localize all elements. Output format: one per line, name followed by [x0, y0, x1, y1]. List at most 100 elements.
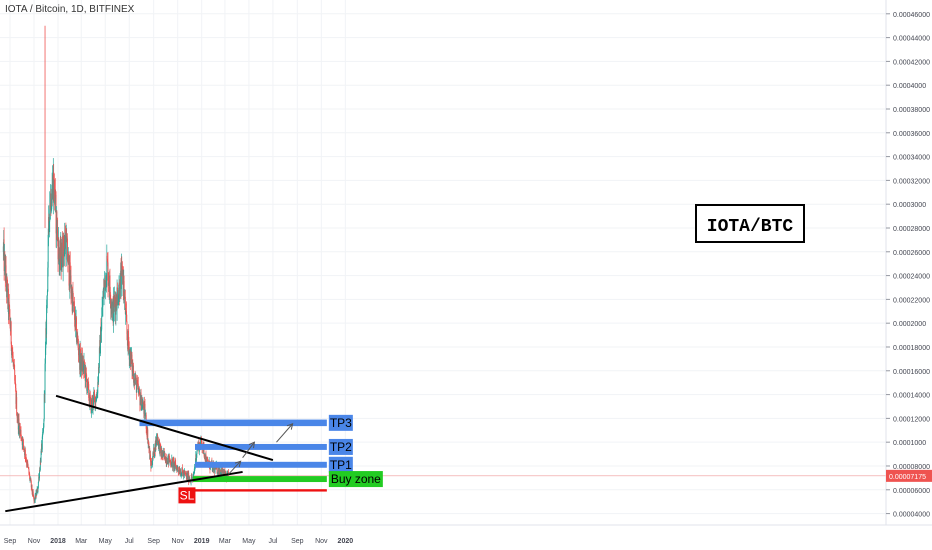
- y-tick-label: 0.00038000: [893, 107, 930, 114]
- candle-body: [207, 460, 209, 462]
- candle-body: [49, 205, 51, 222]
- candle-body: [193, 471, 195, 474]
- y-tick-label: 0.00018000: [893, 345, 930, 352]
- candle-body: [153, 447, 155, 457]
- candle-body: [23, 448, 25, 451]
- support-trendline: [5, 470, 243, 513]
- candle-body: [31, 484, 33, 492]
- candle-body: [32, 491, 34, 497]
- candle-body: [42, 431, 44, 433]
- candle-body: [120, 265, 122, 290]
- candle-body: [218, 466, 220, 475]
- candle-body: [163, 451, 165, 453]
- candle-body: [14, 380, 16, 383]
- candle-body: [86, 378, 88, 391]
- candle-body: [75, 313, 77, 321]
- candle-body: [104, 280, 106, 282]
- tp3-label-bg: [328, 414, 353, 431]
- candle-body: [109, 275, 111, 293]
- candle-body: [83, 365, 85, 371]
- candle-body: [125, 310, 127, 315]
- candle-body: [183, 471, 185, 476]
- candle-body: [206, 457, 208, 465]
- candle-body: [74, 306, 76, 320]
- candle-body: [102, 306, 103, 308]
- candle-body: [106, 255, 108, 262]
- candle-body: [55, 190, 57, 195]
- candle-body: [111, 303, 113, 314]
- y-tick-label: 0.00046000: [893, 12, 930, 19]
- candle-body: [54, 179, 55, 204]
- candle-body: [65, 236, 67, 260]
- x-tick-label: Nov: [171, 538, 184, 545]
- candle-body: [35, 492, 37, 499]
- candle-body: [171, 458, 173, 460]
- candle-body: [86, 387, 88, 391]
- projection-arrow: [228, 460, 242, 475]
- candle-body: [190, 481, 192, 483]
- candle-body: [139, 401, 141, 406]
- candle-body: [141, 404, 142, 411]
- candle-body: [12, 355, 14, 363]
- candle-body: [170, 464, 172, 466]
- candle-body: [22, 439, 24, 446]
- trendlines: [5, 394, 294, 513]
- candle-body: [222, 468, 224, 474]
- candle-body: [92, 399, 94, 408]
- y-tick-label: 0.00008000: [893, 464, 930, 471]
- candle-body: [161, 450, 163, 456]
- candle-body: [29, 479, 31, 481]
- candle-body: [89, 394, 91, 400]
- candle-body: [160, 444, 162, 451]
- candle-body: [188, 472, 190, 483]
- candle-body: [47, 234, 49, 268]
- candle-body: [201, 440, 203, 444]
- candle-body: [109, 292, 111, 303]
- candle-body: [167, 457, 169, 465]
- candle-body: [177, 467, 179, 470]
- candles: [2, 25, 229, 504]
- candle-body: [140, 392, 142, 411]
- candle-body: [108, 283, 110, 286]
- candle-body: [43, 427, 44, 432]
- candle-body: [185, 473, 187, 475]
- candle-body: [73, 302, 75, 307]
- x-tick-label: Sep: [147, 538, 160, 545]
- candle-body: [126, 334, 128, 341]
- candle-body: [227, 472, 229, 475]
- candle-body: [23, 445, 25, 449]
- candle-body: [203, 445, 205, 456]
- last-price-label: 0.00007175: [889, 474, 926, 481]
- candle-body: [43, 419, 45, 428]
- candle-body: [77, 339, 79, 348]
- candle-body: [147, 429, 149, 444]
- tp1-label-bg: [328, 456, 353, 473]
- candle-body: [216, 464, 218, 474]
- chart-title: IOTA/BTC: [707, 217, 794, 237]
- candle-body: [144, 404, 146, 416]
- candle-body: [90, 399, 92, 401]
- candle-body: [44, 363, 46, 395]
- candle-body: [88, 384, 90, 398]
- candle-body: [6, 278, 8, 293]
- candle-body: [138, 390, 140, 393]
- candle-body: [8, 301, 10, 306]
- candle-body: [94, 397, 96, 408]
- candle-body: [144, 402, 146, 405]
- candle-body: [176, 467, 178, 472]
- candle-body: [51, 188, 53, 199]
- candle-body: [98, 347, 100, 368]
- candle-body: [88, 397, 90, 400]
- candle-body: [25, 458, 27, 461]
- candle-body: [27, 464, 29, 468]
- sl-label-bg: [178, 487, 196, 504]
- tp2-zone: [194, 443, 327, 450]
- candle-body: [58, 253, 60, 265]
- candle-body: [11, 350, 13, 354]
- candle-body: [158, 441, 160, 447]
- candle-body: [22, 438, 24, 445]
- candle-body: [101, 316, 103, 330]
- candle-body: [8, 301, 10, 315]
- candle-body: [6, 278, 8, 285]
